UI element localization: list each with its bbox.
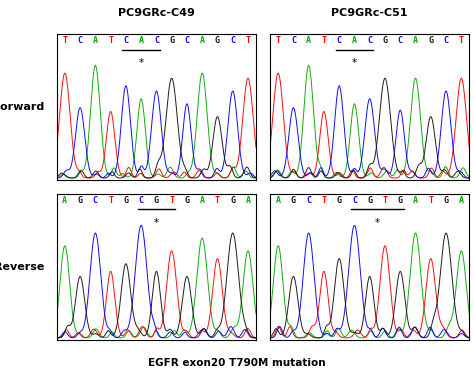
Text: A: A xyxy=(413,37,418,46)
Text: T: T xyxy=(321,196,327,205)
Text: A: A xyxy=(352,37,357,46)
Text: C: C xyxy=(139,196,144,205)
Text: C: C xyxy=(306,196,311,205)
Text: T: T xyxy=(459,37,464,46)
Text: PC9GRc-C51: PC9GRc-C51 xyxy=(331,8,408,18)
Text: C: C xyxy=(352,196,357,205)
Text: G: G xyxy=(154,196,159,205)
Text: G: G xyxy=(383,37,387,46)
Text: *: * xyxy=(375,218,380,228)
Text: A: A xyxy=(139,37,144,46)
Text: C: C xyxy=(93,196,98,205)
Text: A: A xyxy=(276,196,281,205)
Text: C: C xyxy=(367,37,372,46)
Text: A: A xyxy=(306,37,311,46)
Text: G: G xyxy=(337,196,342,205)
Text: PC9GRc-C49: PC9GRc-C49 xyxy=(118,8,195,18)
Text: G: G xyxy=(444,196,448,205)
Text: T: T xyxy=(108,37,113,46)
Text: T: T xyxy=(321,37,327,46)
Text: C: C xyxy=(230,37,235,46)
Text: G: G xyxy=(215,37,220,46)
Text: C: C xyxy=(78,37,82,46)
Text: EGFR exon20 T790M mutation: EGFR exon20 T790M mutation xyxy=(148,358,326,368)
Text: T: T xyxy=(169,196,174,205)
Text: *: * xyxy=(154,218,159,228)
Text: A: A xyxy=(63,196,67,205)
Text: G: G xyxy=(123,196,128,205)
Text: G: G xyxy=(291,196,296,205)
Text: T: T xyxy=(383,196,387,205)
Text: A: A xyxy=(200,196,205,205)
Text: A: A xyxy=(246,196,250,205)
Text: C: C xyxy=(291,37,296,46)
Text: T: T xyxy=(428,196,433,205)
Text: T: T xyxy=(108,196,113,205)
Text: A: A xyxy=(200,37,205,46)
Text: G: G xyxy=(398,196,403,205)
Text: C: C xyxy=(337,37,342,46)
Text: G: G xyxy=(78,196,82,205)
Text: T: T xyxy=(276,37,281,46)
Text: C: C xyxy=(398,37,403,46)
Text: A: A xyxy=(459,196,464,205)
Text: G: G xyxy=(169,37,174,46)
Text: Forward: Forward xyxy=(0,102,45,112)
Text: C: C xyxy=(123,37,128,46)
Text: C: C xyxy=(184,37,190,46)
Text: G: G xyxy=(367,196,372,205)
Text: G: G xyxy=(428,37,433,46)
Text: G: G xyxy=(230,196,235,205)
Text: A: A xyxy=(413,196,418,205)
Text: T: T xyxy=(63,37,67,46)
Text: C: C xyxy=(444,37,448,46)
Text: *: * xyxy=(352,58,357,68)
Text: A: A xyxy=(93,37,98,46)
Text: T: T xyxy=(215,196,220,205)
Text: G: G xyxy=(184,196,190,205)
Text: T: T xyxy=(246,37,250,46)
Text: Reverse: Reverse xyxy=(0,262,44,272)
Text: C: C xyxy=(154,37,159,46)
Text: *: * xyxy=(138,58,144,68)
